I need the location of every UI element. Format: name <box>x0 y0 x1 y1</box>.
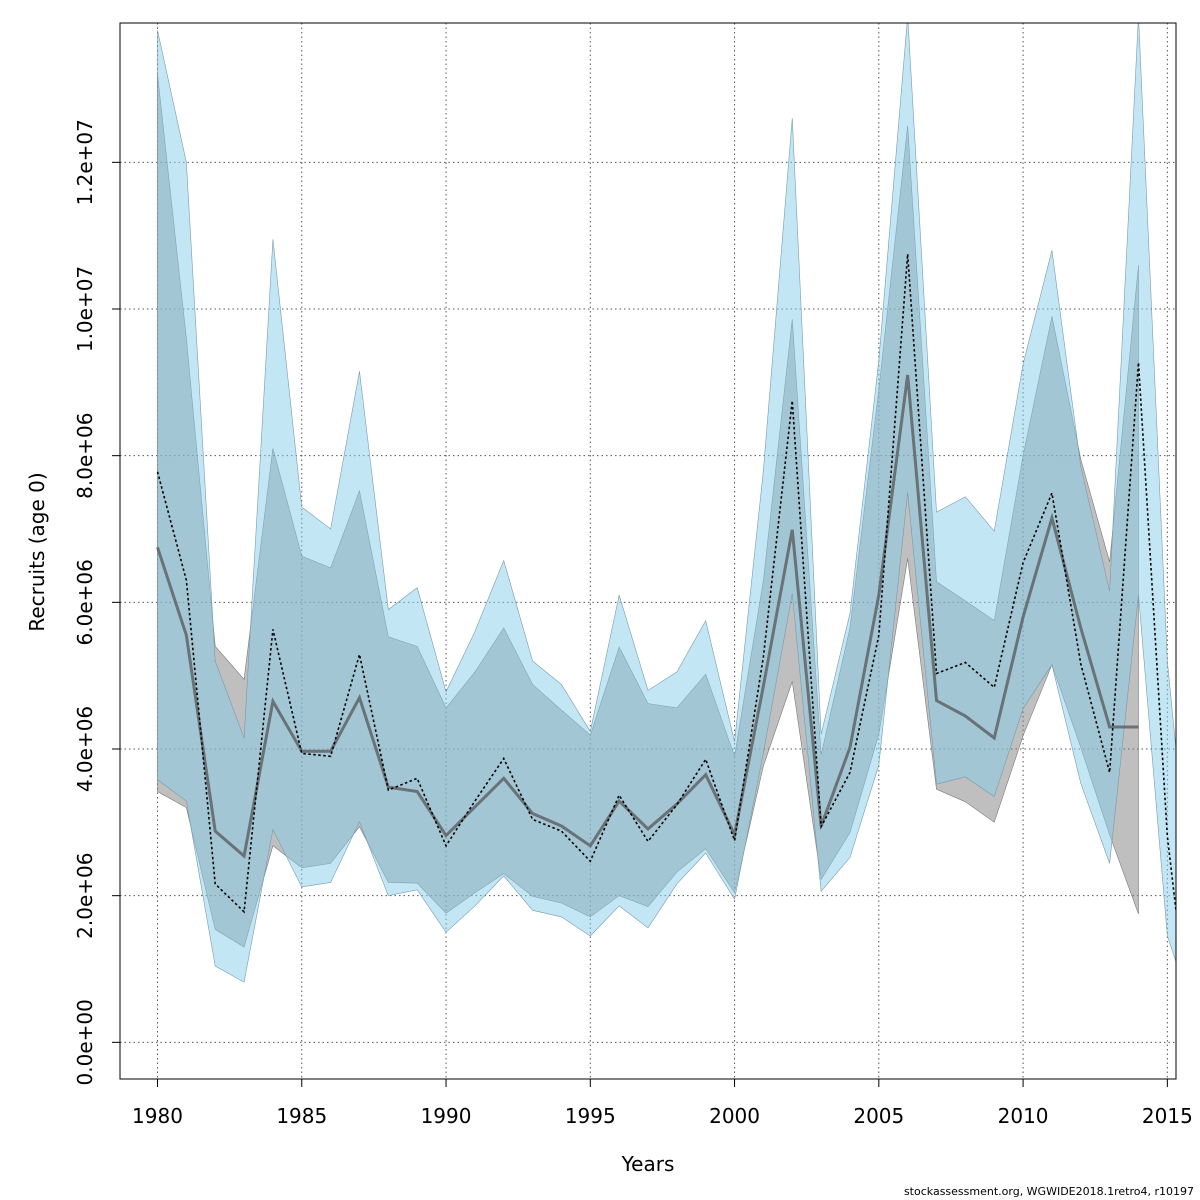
tick-labels: 1980 1985 1990 1995 2000 2005 2010 2015 0.0e+00 2… <box>73 119 1193 1128</box>
credit-text: stockassessment.org, WGWIDE2018.1retro4,… <box>904 1185 1194 1198</box>
x-tick-label: 2000 <box>709 1104 760 1128</box>
y-tick-label: 2.0e+06 <box>73 853 97 939</box>
plot-frame <box>119 22 1177 1080</box>
x-tick-label: 2015 <box>1142 1104 1193 1128</box>
blue-confidence-band <box>157 23 1176 983</box>
axes <box>112 22 1177 1087</box>
x-tick-label: 1985 <box>276 1104 327 1128</box>
y-axis-label: Recruits (age 0) <box>25 472 49 631</box>
y-tick-label: 4.0e+06 <box>73 706 97 792</box>
x-tick-label: 2010 <box>998 1104 1049 1128</box>
estimate-lines <box>156 253 1176 914</box>
blue-estimate-line <box>156 253 1176 914</box>
y-tick-label: 1.2e+07 <box>73 119 97 205</box>
confidence-bands <box>157 23 1176 983</box>
grey-estimate-line <box>156 374 1139 859</box>
y-tick-label: 1.0e+07 <box>73 266 97 352</box>
x-tick-label: 2005 <box>853 1104 904 1128</box>
x-tick-label: 1980 <box>132 1104 183 1128</box>
x-axis-label: Years <box>621 1152 675 1176</box>
x-tick-label: 1995 <box>565 1104 616 1128</box>
y-tick-label: 8.0e+06 <box>73 413 97 499</box>
x-tick-label: 1990 <box>421 1104 472 1128</box>
y-tick-label: 6.0e+06 <box>73 559 97 645</box>
y-tick-label: 0.0e+00 <box>73 999 97 1085</box>
